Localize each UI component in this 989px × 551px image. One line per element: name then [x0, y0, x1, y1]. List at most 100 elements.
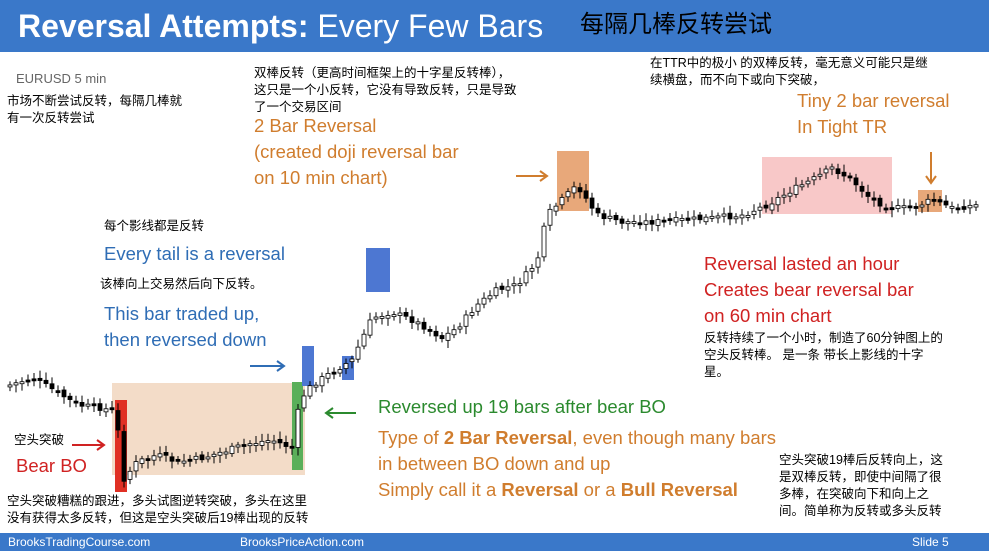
candle-body: [337, 369, 343, 374]
candle-body: [481, 297, 487, 305]
candle-body: [775, 197, 781, 206]
candle-body: [649, 220, 655, 225]
footer-bar: BrooksTradingCourse.com BrooksPriceActio…: [0, 533, 989, 551]
candle-body: [349, 358, 355, 363]
candle-body: [475, 303, 481, 312]
upper-tail-highlight-1: [302, 346, 314, 386]
candle-body: [709, 215, 715, 219]
candle-body: [217, 451, 223, 456]
candle-body: [151, 455, 157, 461]
candle-body: [877, 197, 883, 207]
candle-body: [559, 197, 565, 206]
candle-body: [253, 443, 259, 446]
ttr-note-cn: 在TTR中的极小 的双棒反转，毫无意义可能只是继 续横盘，而不向下或向下突破，: [650, 56, 928, 87]
candle-body: [73, 400, 79, 404]
candle-body: [547, 208, 553, 226]
candle-body: [751, 210, 757, 215]
bottom-left-note-cn: 空头突破糟糕的跟进，多头试图逆转突破，多头在这里 没有获得太多反转，但这是空头突…: [7, 494, 309, 525]
candle-body: [637, 222, 643, 226]
tiny-reversal-note-en: Tiny 2 bar reversal In Tight TR: [797, 90, 950, 137]
candle-body: [931, 198, 937, 202]
candle-body: [907, 205, 913, 209]
candle-body: [109, 407, 115, 411]
candle-body: [655, 219, 661, 226]
candle-body: [577, 187, 583, 193]
candle-body: [589, 197, 595, 209]
candle-body: [409, 316, 415, 323]
footer-left-link[interactable]: BrooksTradingCourse.com: [8, 535, 151, 549]
candle-body: [841, 171, 847, 177]
candle-body: [241, 444, 247, 447]
candle-body: [529, 268, 535, 272]
candle-body: [145, 458, 151, 462]
reversed-up-note-en: Reversed up 19 bars after bear BO: [378, 396, 666, 417]
candle-body: [79, 401, 85, 407]
candle-body: [55, 390, 61, 394]
candle-body: [199, 454, 205, 461]
candle-body: [373, 316, 379, 320]
candle-body: [613, 214, 619, 221]
candle-body: [865, 191, 871, 197]
candle-body: [187, 458, 193, 462]
candle-body: [355, 346, 361, 360]
candle-body: [295, 408, 301, 448]
type-note-line3: Simply call it a Reversal or a Bull Reve…: [378, 479, 738, 500]
candle-body: [115, 410, 121, 431]
candle-body: [265, 440, 271, 444]
candle-body: [895, 205, 901, 209]
candle-body: [469, 312, 475, 316]
candle-body: [913, 206, 919, 209]
title-bar: [0, 0, 989, 52]
candle-body: [565, 191, 571, 198]
candle-body: [721, 213, 727, 217]
candle-body: [31, 378, 37, 382]
candle-body: [835, 168, 841, 175]
candle-body: [193, 455, 199, 460]
candlesticks: [7, 163, 979, 488]
market-note-cn: 市场不断尝试反转，每隔几棒就 有一次反转尝试: [7, 94, 183, 125]
candle-body: [157, 453, 163, 458]
candle-body: [223, 451, 229, 455]
candle-body: [37, 377, 43, 381]
candle-body: [943, 200, 949, 206]
candle-body: [307, 385, 313, 397]
candle-body: [883, 207, 889, 211]
type-note-line1: Type of 2 Bar Reversal, even though many…: [378, 427, 777, 448]
candle-body: [421, 321, 427, 330]
candle-body: [259, 440, 265, 446]
candle-body: [871, 197, 877, 201]
candle-body: [631, 221, 637, 224]
candle-body: [535, 257, 541, 268]
candle-body: [121, 431, 127, 482]
candle-body: [391, 314, 397, 318]
candle-body: [133, 461, 139, 472]
footer-center-link[interactable]: BrooksPriceAction.com: [240, 535, 365, 549]
candle-body: [949, 205, 955, 209]
candle-body: [793, 184, 799, 195]
candle-body: [541, 225, 547, 258]
candle-body: [553, 205, 559, 212]
candle-body: [181, 460, 187, 464]
candle-body: [925, 198, 931, 205]
hour-note-en: Reversal lasted an hour Creates bear rev…: [704, 253, 914, 326]
candle-body: [403, 312, 409, 317]
candle-body: [7, 384, 13, 388]
candle-body: [703, 216, 709, 223]
slide-number: Slide 5: [912, 535, 949, 549]
traded-up-note-en: This bar traded up, then reversed down: [104, 303, 267, 350]
candle-body: [385, 315, 391, 319]
candle-body: [967, 204, 973, 209]
candle-body: [127, 470, 133, 480]
candle-body: [325, 373, 331, 379]
candle-body: [289, 445, 295, 449]
candle-body: [763, 204, 769, 209]
two-bar-note-cn: 双棒反转（更高时间框架上的十字星反转棒）， 这只是一个小反转，它没有导致反转，只…: [254, 66, 517, 114]
candle-body: [277, 438, 283, 444]
candle-body: [847, 175, 853, 179]
candle-body: [715, 215, 721, 219]
candle-body: [139, 458, 145, 464]
slide-title: Reversal Attempts: Every Few Bars: [18, 8, 544, 44]
candle-body: [451, 329, 457, 336]
candle-body: [103, 408, 109, 413]
bottom-right-note-cn: 空头突破19棒后反转向上，这 是双棒反转，即使中间隔了很 多棒，在突破向下和向上…: [779, 453, 943, 518]
